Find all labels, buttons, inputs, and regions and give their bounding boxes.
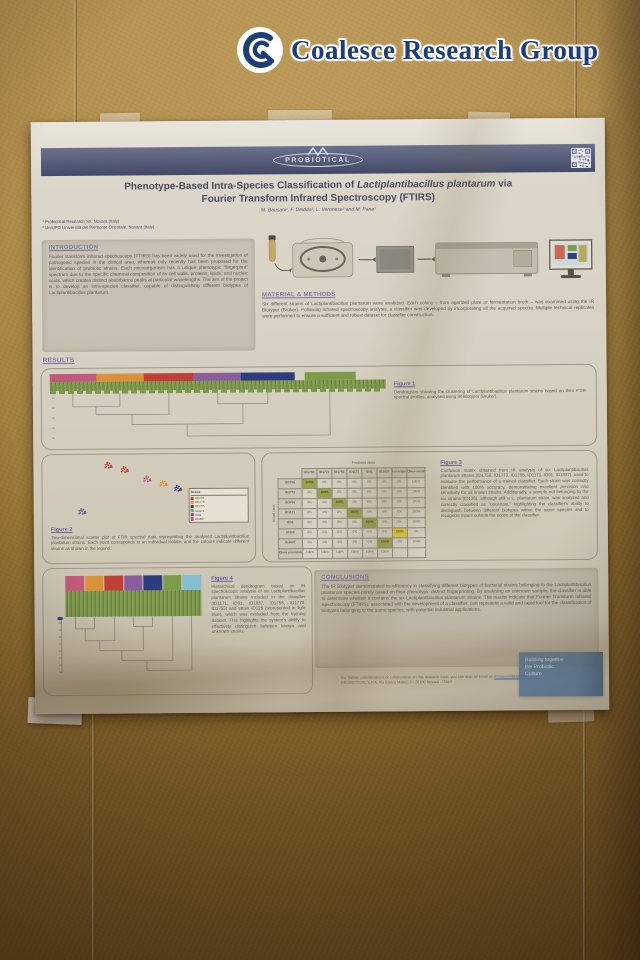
fig4-colorbar xyxy=(65,574,202,592)
results-heading: RESULTS xyxy=(42,356,75,365)
target-plate-icon xyxy=(376,245,415,273)
title-text-suffix: via xyxy=(495,178,513,190)
conclusions-body: The IR Biotyper demonstrated its efficie… xyxy=(321,581,592,613)
coalesce-logo: Coalesce Research Group xyxy=(236,26,598,74)
fig4-colorbar-segment xyxy=(123,575,143,591)
monitor-icon xyxy=(549,239,593,279)
figure2-panel: Strains ID1756 ID1773 ID1755 ID1171 ID91 ID18… xyxy=(41,452,257,565)
methods-heading: MATERIAL & METHODS xyxy=(262,291,336,299)
figure3-panel: Predicted class Actual class ID1756 ID1773 I… xyxy=(261,449,599,563)
fig4-colorbar-segment xyxy=(65,575,84,592)
figure4-panel: Figure 4 Hierarchical dendrogram based o… xyxy=(42,566,314,697)
fig1-colorbar-segment xyxy=(143,372,195,382)
figure1-label: Figure 1 xyxy=(393,381,416,388)
fig4-tree-svg xyxy=(57,616,193,674)
fig2-legend: Strains ID1756 ID1773 ID1755 ID1171 ID91 ID18… xyxy=(188,487,249,524)
poster: PROBIOTICAL Phenotype-Based Intra-Specie… xyxy=(30,117,610,715)
workflow-diagram xyxy=(268,235,593,279)
badge-line-3: Culture xyxy=(525,670,542,677)
fig4-cutoff-marker xyxy=(57,617,63,621)
fig1-dendrogram xyxy=(49,371,387,444)
introduction-body: Fourier transform infrared spectroscopy … xyxy=(48,252,248,296)
introduction-box: INTRODUCTION Fourier transform infrared … xyxy=(41,238,256,353)
figure1-caption: Dendrogram showing the clustering of Lac… xyxy=(393,387,586,400)
fig1-colorbar-segment xyxy=(304,371,356,381)
fig4-colorbar-segment xyxy=(163,575,182,591)
wall-seam-right-top xyxy=(574,0,577,128)
fig4-leaf-band xyxy=(65,589,202,618)
fig4-colorbar-segment xyxy=(143,575,163,591)
figure3-caption: Confusion matrix obtained from IR analys… xyxy=(440,466,589,519)
footer-contact-text: For further considerations or collaborat… xyxy=(341,674,495,680)
species-name: Lactiplantibacillus plantarum xyxy=(357,178,496,191)
conclusions-heading: CONCLUSIONS xyxy=(321,574,369,581)
figure4-caption-block: Figure 4 Hierarchical dendrogram based o… xyxy=(211,575,305,635)
fig1-colorbar-segment xyxy=(49,373,97,383)
figure4-label: Figure 4 xyxy=(211,575,233,582)
figure4-caption: Hierarchical dendrogram based on IR spec… xyxy=(211,582,306,635)
figure3-label: Figure 3 xyxy=(440,459,462,467)
probiotical-logo: PROBIOTICAL xyxy=(273,146,363,168)
fig2-legend-entries: ID1756 ID1773 ID1755 ID1171 ID91 ID1837 xyxy=(190,496,247,522)
figure1-caption-block: Figure 1 Dendrogram showing the clusteri… xyxy=(394,380,586,400)
fig1-colorbar-segment xyxy=(96,373,144,382)
probiotical-logo-text: PROBIOTICAL xyxy=(285,156,351,164)
methods-body: Six different strains of Lactiplantibaci… xyxy=(262,298,595,319)
title-text: Phenotype-Based Intra-Species Classifica… xyxy=(124,179,358,193)
brand-badge: Building together the Probiotic Culture xyxy=(518,652,604,697)
figure2-caption: Two-dimensional scatter plot of FTIR spe… xyxy=(50,533,250,552)
introduction-heading: INTRODUCTION xyxy=(48,244,99,252)
qr-code xyxy=(570,147,592,169)
figure1-panel: Figure 1 Dendrogram showing the clusteri… xyxy=(40,363,598,451)
wall-seam-left-top xyxy=(74,0,77,132)
coalesce-logo-text: Coalesce Research Group xyxy=(291,34,599,65)
poster-header-bar: PROBIOTICAL xyxy=(40,143,596,177)
fig4-dendrogram xyxy=(51,574,204,677)
wall-seam-left-bottom xyxy=(92,706,95,960)
fig1-colorbar-segment xyxy=(194,372,242,381)
centrifuge-icon xyxy=(292,238,354,278)
probiotical-m-icon xyxy=(307,146,329,157)
fig4-colorbar-segment xyxy=(182,574,202,591)
fig3-matrix: Predicted class Actual class ID1756 ID1773 I… xyxy=(270,458,426,559)
coalesce-cr-icon xyxy=(237,27,283,73)
affiliation-1: ¹ Probiotical Research Srl, Novara (Ital… xyxy=(42,218,120,225)
fig4-colorbar-segment xyxy=(84,575,104,591)
fig4-colorbar-segment xyxy=(104,575,124,591)
fig3-matrix-table: Predicted class Actual class ID1756 ID1773 I… xyxy=(270,458,426,559)
fig1-tree-svg xyxy=(51,391,331,439)
legend-entry: ID1837 xyxy=(190,517,247,522)
fig1-colorbar-segment xyxy=(241,372,295,381)
figure2-caption-block: Figure 2 Two-dimensional scatter plot of… xyxy=(51,526,249,552)
figure2-label: Figure 2 xyxy=(50,526,73,534)
spectrometer-icon xyxy=(435,241,539,278)
figure3-caption-block: Figure 3 Confusion matrix obtained from … xyxy=(440,459,588,519)
wall-seam-right-bottom xyxy=(583,703,586,960)
fig2-legend-title: Strains xyxy=(190,489,247,496)
test-tube-icon xyxy=(268,235,276,262)
affiliation-2: ² UniUPO Università del Piemonte Orienta… xyxy=(42,224,155,231)
